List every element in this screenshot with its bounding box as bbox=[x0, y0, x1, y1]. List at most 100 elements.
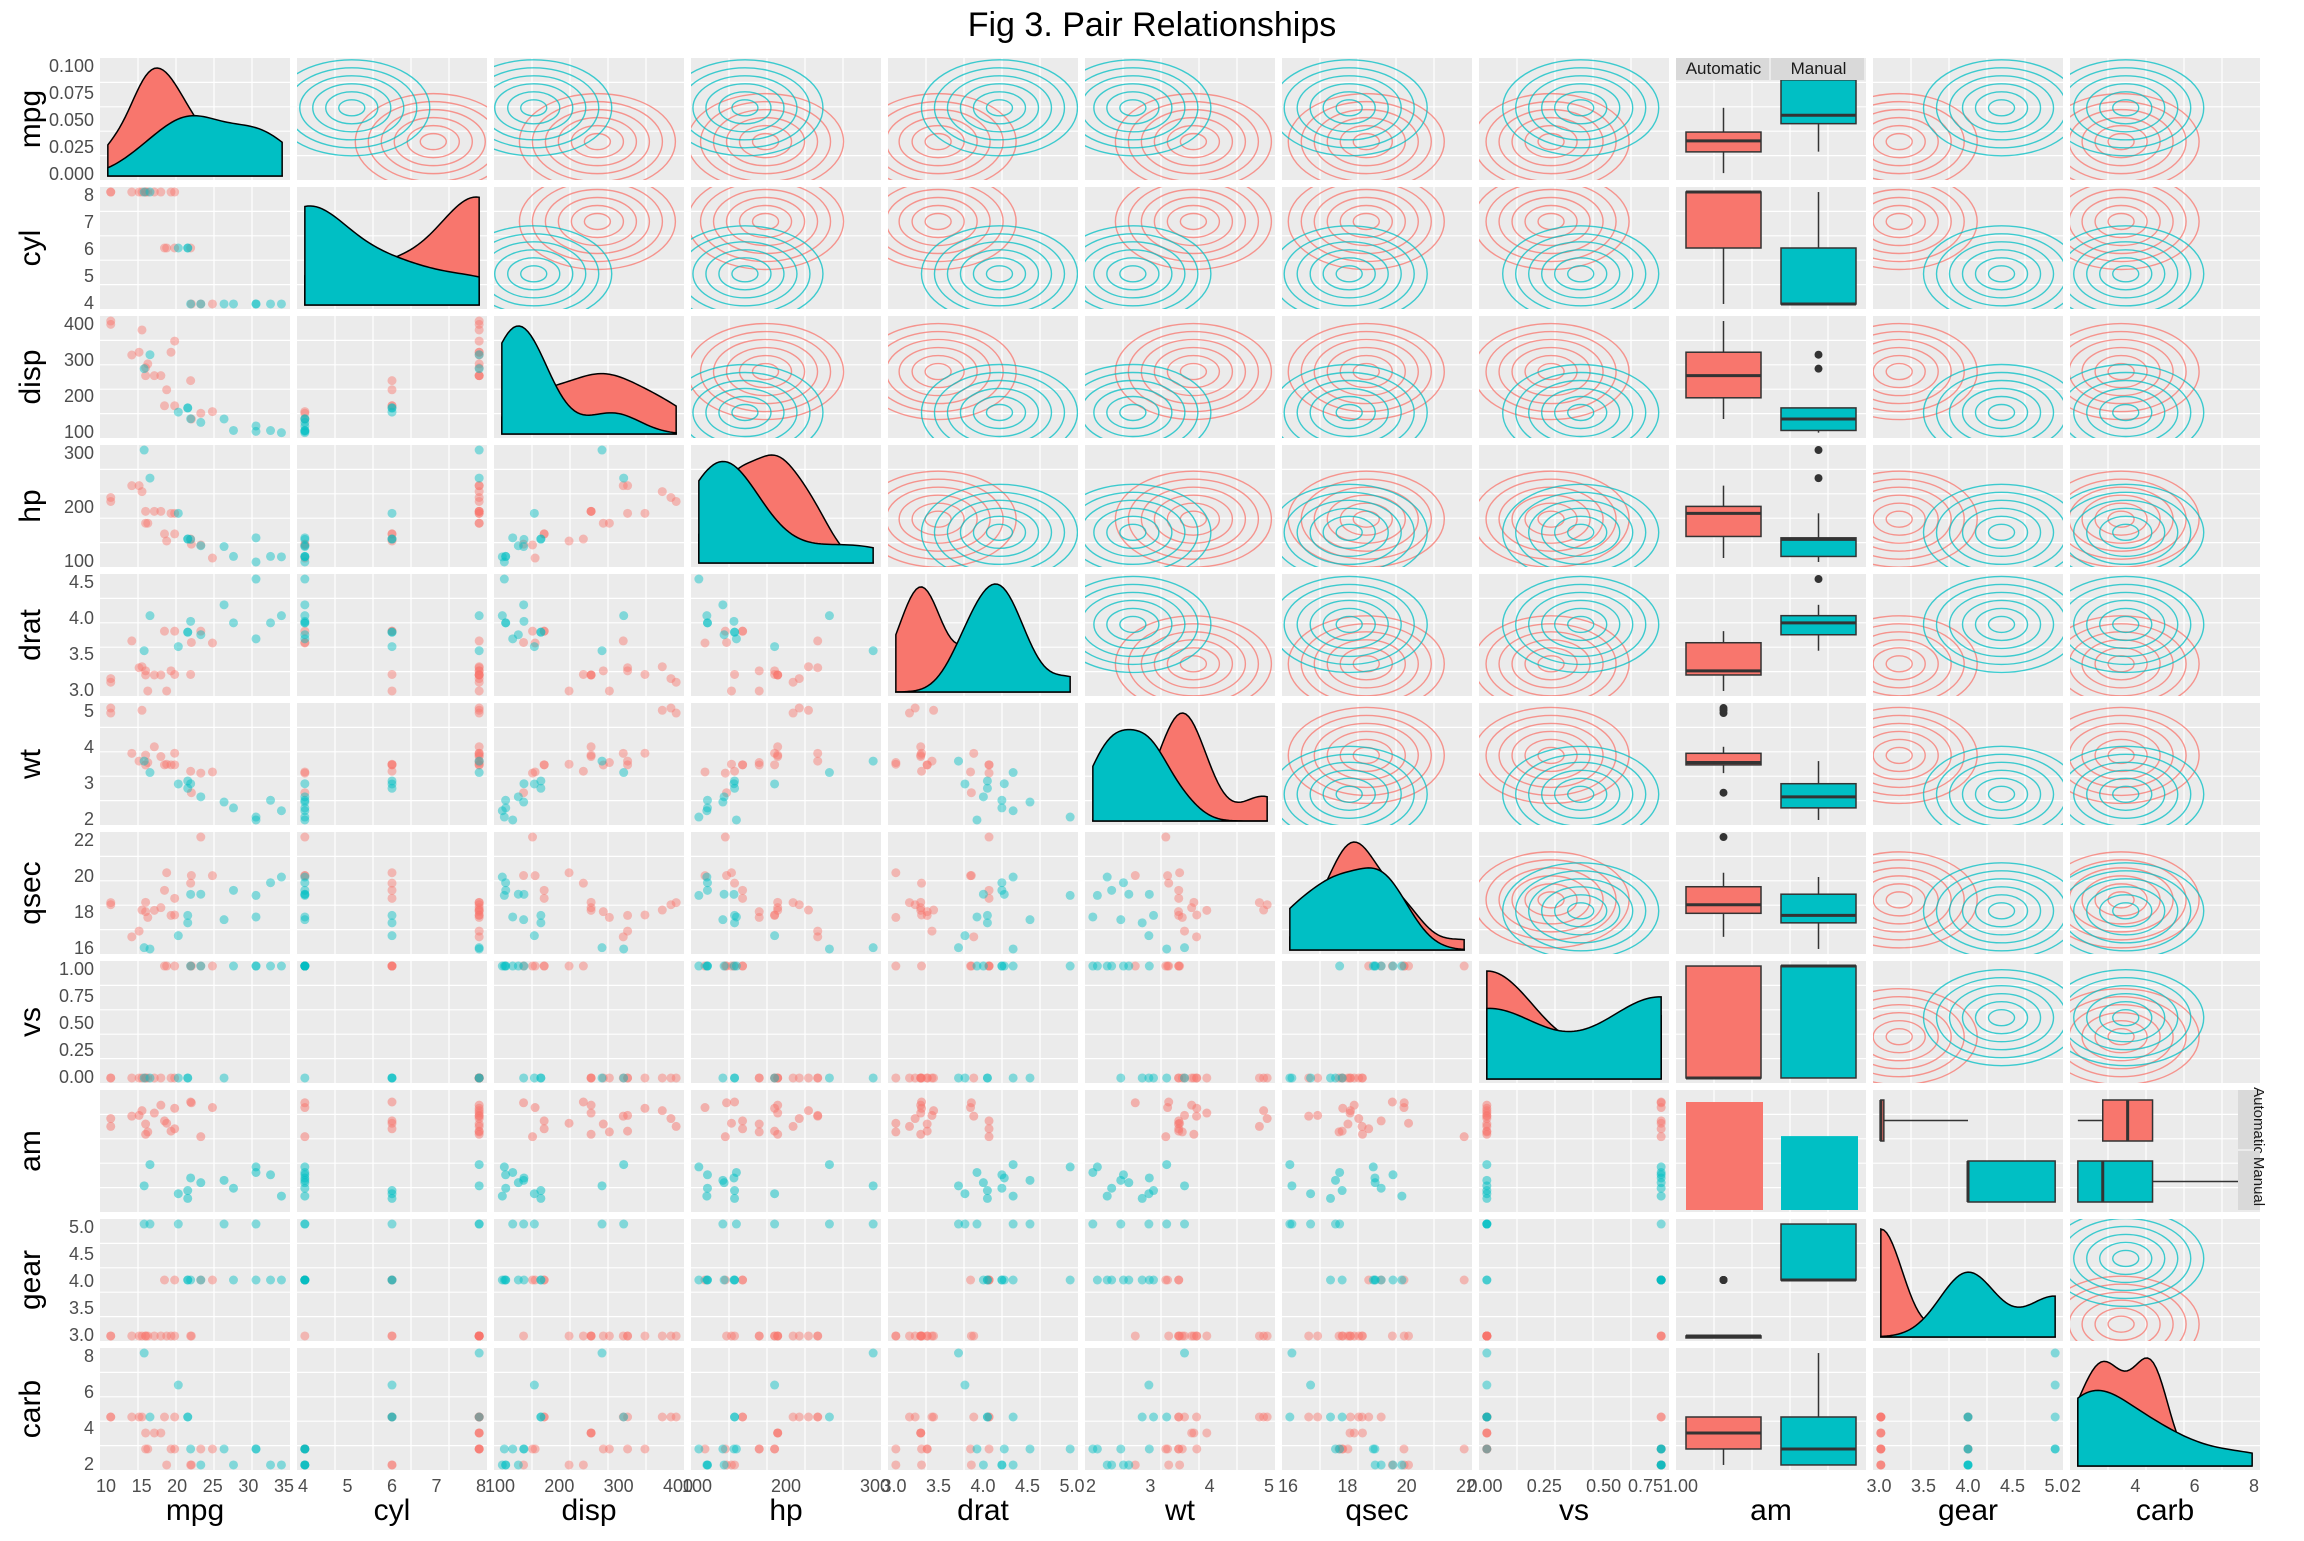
data-point bbox=[1387, 1460, 1397, 1470]
data-point bbox=[770, 642, 780, 652]
data-point bbox=[1482, 1219, 1492, 1229]
data-point bbox=[726, 961, 736, 971]
density-contour bbox=[1326, 494, 1406, 544]
data-point bbox=[156, 752, 166, 762]
data-point bbox=[586, 506, 596, 516]
data-point bbox=[519, 1098, 529, 1108]
density-contour bbox=[712, 108, 819, 175]
data-point bbox=[1399, 961, 1409, 971]
data-point bbox=[474, 1412, 484, 1422]
data-point bbox=[186, 1460, 196, 1470]
density-contour bbox=[1885, 746, 1913, 765]
y-tick-label: 3.5 bbox=[69, 644, 94, 664]
data-point bbox=[137, 487, 147, 497]
x-axis-label: mpg bbox=[166, 1494, 224, 1527]
density-contour bbox=[1114, 615, 1273, 696]
density-contour bbox=[1114, 322, 1273, 421]
density-contour bbox=[2070, 851, 2200, 949]
density-contour bbox=[1085, 233, 1199, 309]
panel-marks bbox=[1479, 470, 1660, 567]
x-tick-label: 2 bbox=[1086, 1476, 1096, 1496]
data-point bbox=[251, 634, 261, 644]
data-point bbox=[586, 905, 596, 915]
data-point bbox=[1313, 1073, 1323, 1083]
density-contour bbox=[2112, 902, 2140, 920]
data-point bbox=[1376, 1460, 1386, 1470]
panel-cyl-drat bbox=[888, 187, 1078, 309]
data-point bbox=[984, 760, 994, 770]
data-point bbox=[300, 961, 310, 971]
panel-disp-wt bbox=[1085, 316, 1275, 438]
data-point bbox=[162, 961, 172, 971]
data-point bbox=[474, 496, 484, 506]
panel-marks bbox=[1282, 706, 1445, 825]
data-point bbox=[300, 961, 310, 971]
data-point bbox=[960, 1219, 970, 1229]
density-contour bbox=[2086, 83, 2166, 133]
panel-background bbox=[1282, 1219, 1472, 1341]
density-contour bbox=[1935, 870, 2063, 952]
panel-background bbox=[691, 1219, 881, 1341]
density-contour bbox=[1528, 878, 1634, 944]
panel-vs-drat bbox=[888, 961, 1078, 1083]
data-point bbox=[927, 756, 937, 766]
y-tick-label: 5 bbox=[84, 701, 94, 721]
data-point bbox=[738, 961, 748, 971]
panel-marks bbox=[497, 1219, 681, 1341]
data-point bbox=[183, 910, 193, 920]
panel-vs-mpg bbox=[100, 961, 290, 1083]
data-point bbox=[387, 529, 397, 539]
data-point bbox=[1192, 1331, 1202, 1341]
data-point bbox=[106, 1073, 116, 1083]
data-point bbox=[139, 364, 149, 374]
data-point bbox=[139, 943, 149, 953]
x-tick-label: 300 bbox=[604, 1476, 634, 1496]
data-point bbox=[1008, 961, 1018, 971]
data-point bbox=[564, 961, 574, 971]
panel-marks bbox=[497, 703, 681, 825]
data-point bbox=[207, 871, 217, 881]
data-point bbox=[170, 336, 180, 346]
data-point bbox=[1459, 961, 1469, 971]
panel-mpg-am: Automatic Manual bbox=[1676, 58, 1866, 180]
data-point bbox=[1262, 900, 1272, 910]
data-point bbox=[137, 662, 147, 672]
density-contour bbox=[1335, 615, 1363, 634]
panel-background bbox=[100, 574, 290, 696]
density-contour bbox=[1352, 362, 1380, 381]
density-contour bbox=[2107, 1315, 2135, 1333]
data-point bbox=[143, 686, 153, 696]
density-contour bbox=[1511, 875, 1591, 925]
data-point bbox=[196, 541, 206, 551]
data-point bbox=[754, 1444, 764, 1454]
data-point bbox=[1337, 1412, 1347, 1422]
panel-background bbox=[691, 1090, 881, 1212]
data-point bbox=[528, 1444, 538, 1454]
data-point bbox=[474, 1103, 484, 1113]
data-point bbox=[196, 792, 206, 802]
data-point bbox=[134, 1412, 144, 1422]
data-point bbox=[300, 797, 310, 807]
panel-marks bbox=[300, 1097, 484, 1203]
data-point bbox=[536, 534, 546, 544]
data-point bbox=[731, 912, 741, 922]
data-point bbox=[143, 1073, 153, 1083]
data-point bbox=[731, 961, 741, 971]
data-point bbox=[1370, 1460, 1380, 1470]
data-point bbox=[1162, 1219, 1172, 1229]
density-contour bbox=[1567, 523, 1595, 542]
data-point bbox=[623, 926, 633, 936]
panel-marks bbox=[1873, 187, 2063, 309]
data-point bbox=[1174, 961, 1184, 971]
panel-mpg-gear bbox=[1873, 58, 2063, 180]
data-point bbox=[536, 1275, 546, 1285]
data-point bbox=[868, 943, 878, 953]
y-tick-label: 100 bbox=[64, 422, 94, 442]
data-point bbox=[1164, 878, 1174, 888]
y-axis-label: qsec bbox=[14, 861, 47, 924]
data-point bbox=[1180, 926, 1190, 936]
data-point bbox=[1482, 1111, 1492, 1121]
data-point bbox=[1354, 1114, 1364, 1124]
data-point bbox=[702, 961, 712, 971]
data-point bbox=[738, 961, 748, 971]
